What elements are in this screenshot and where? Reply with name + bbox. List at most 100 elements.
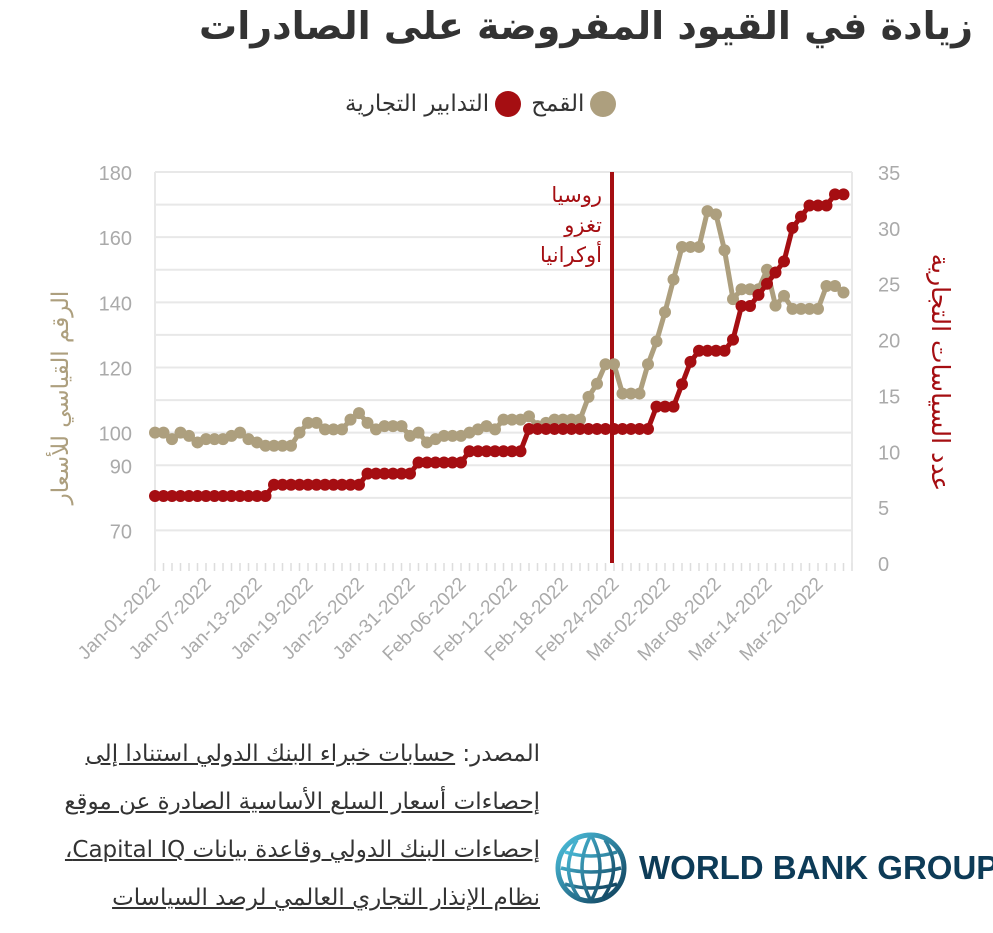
data-point: [786, 302, 799, 315]
y-left-tick-label: 160: [99, 228, 132, 250]
data-point: [548, 413, 561, 426]
y-left-tick-label: 140: [99, 293, 132, 315]
data-point: [523, 410, 535, 423]
data-point: [820, 199, 833, 212]
y-left-tick-label: 180: [99, 163, 132, 185]
data-point: [259, 489, 272, 502]
source-note: المصدر: حسابات خبراء البنك الدولي استناد…: [40, 730, 540, 922]
source-label: المصدر:: [462, 741, 540, 767]
data-point: [438, 456, 450, 469]
data-point: [217, 489, 229, 502]
legend-label-trade: التدابير التجارية: [345, 91, 490, 117]
data-point: [183, 429, 195, 442]
legend-item-trade-measures[interactable]: التدابير التجارية: [345, 91, 522, 117]
logo-text: WORLD BANK GROUP: [639, 849, 993, 886]
data-point: [412, 426, 425, 439]
data-point: [242, 489, 255, 502]
data-point: [166, 433, 178, 446]
data-point: [497, 413, 510, 426]
data-point: [387, 467, 399, 480]
data-point: [676, 240, 688, 253]
data-point: [489, 445, 501, 458]
data-point: [642, 422, 654, 435]
data-point: [752, 288, 765, 301]
data-point: [421, 456, 433, 469]
data-point: [200, 433, 212, 446]
data-point: [225, 489, 238, 502]
legend: القمح التدابير التجارية: [345, 86, 617, 122]
legend-label-wheat: القمح: [531, 91, 585, 117]
data-point: [429, 456, 442, 469]
gridlines: [154, 171, 853, 571]
y-left-tick-label: 70: [110, 521, 132, 543]
data-point: [769, 266, 782, 279]
data-point: [795, 210, 807, 223]
data-point: [812, 302, 824, 315]
data-point: [684, 240, 697, 253]
data-point: [259, 439, 272, 452]
data-point: [472, 445, 484, 458]
data-point: [251, 489, 263, 502]
data-point: [565, 413, 578, 426]
y-right-tick-label: 0: [878, 554, 889, 576]
data-point: [268, 478, 280, 491]
y-right-axis-title: عدد السياسات التجارية: [926, 254, 955, 492]
data-point: [735, 283, 748, 296]
data-point: [353, 478, 365, 491]
data-point: [693, 240, 705, 253]
data-point: [344, 413, 357, 426]
data-point: [837, 286, 850, 299]
data-point: [540, 422, 552, 435]
data-point: [310, 416, 323, 429]
data-point: [234, 426, 246, 439]
data-point: [778, 289, 790, 302]
y-right-tick-label: 35: [878, 163, 900, 185]
data-point: [293, 426, 306, 439]
axes-layer: 709010012014016018005101520253035Jan-01-…: [46, 163, 955, 665]
data-point: [718, 244, 731, 257]
data-point: [344, 478, 357, 491]
legend-swatch-wheat: [590, 91, 617, 117]
y-left-tick-label: 120: [99, 359, 132, 381]
data-point: [591, 422, 603, 435]
data-point: [157, 489, 170, 502]
source-text[interactable]: حسابات خبراء البنك الدولي استنادا إلى إح…: [64, 741, 540, 911]
data-point: [387, 420, 399, 433]
data-point: [693, 344, 705, 357]
data-point: [157, 426, 170, 439]
data-point: [285, 478, 297, 491]
data-point: [574, 422, 586, 435]
y-right-tick-label: 10: [878, 442, 900, 464]
y-right-tick-label: 5: [878, 498, 889, 520]
data-point: [820, 280, 833, 293]
data-point: [557, 422, 569, 435]
data-point: [608, 358, 620, 371]
data-point: [795, 302, 807, 315]
legend-item-wheat[interactable]: القمح: [531, 91, 617, 117]
data-point: [378, 420, 391, 433]
data-point: [489, 423, 501, 436]
data-point: [336, 478, 348, 491]
data-point: [582, 390, 595, 403]
data-point: [599, 358, 612, 371]
data-point: [404, 467, 416, 480]
data-point: [701, 344, 714, 357]
data-point: [727, 293, 739, 306]
data-point: [761, 277, 773, 290]
data-point: [446, 429, 459, 442]
data-point: [463, 445, 476, 458]
data-point: [591, 377, 603, 390]
data-point: [455, 456, 467, 469]
data-point: [302, 478, 314, 491]
data-point: [727, 333, 739, 346]
data-point: [710, 344, 722, 357]
y-right-tick-label: 20: [878, 331, 900, 353]
data-point: [684, 355, 697, 368]
data-point: [319, 423, 331, 436]
data-point: [829, 188, 841, 201]
world-bank-logo[interactable]: WORLD BANK GROUP: [553, 830, 993, 906]
data-point: [506, 445, 518, 458]
data-point: [480, 445, 493, 458]
data-point: [744, 283, 756, 296]
event-annotation-line: أوكرانيا: [540, 241, 602, 267]
